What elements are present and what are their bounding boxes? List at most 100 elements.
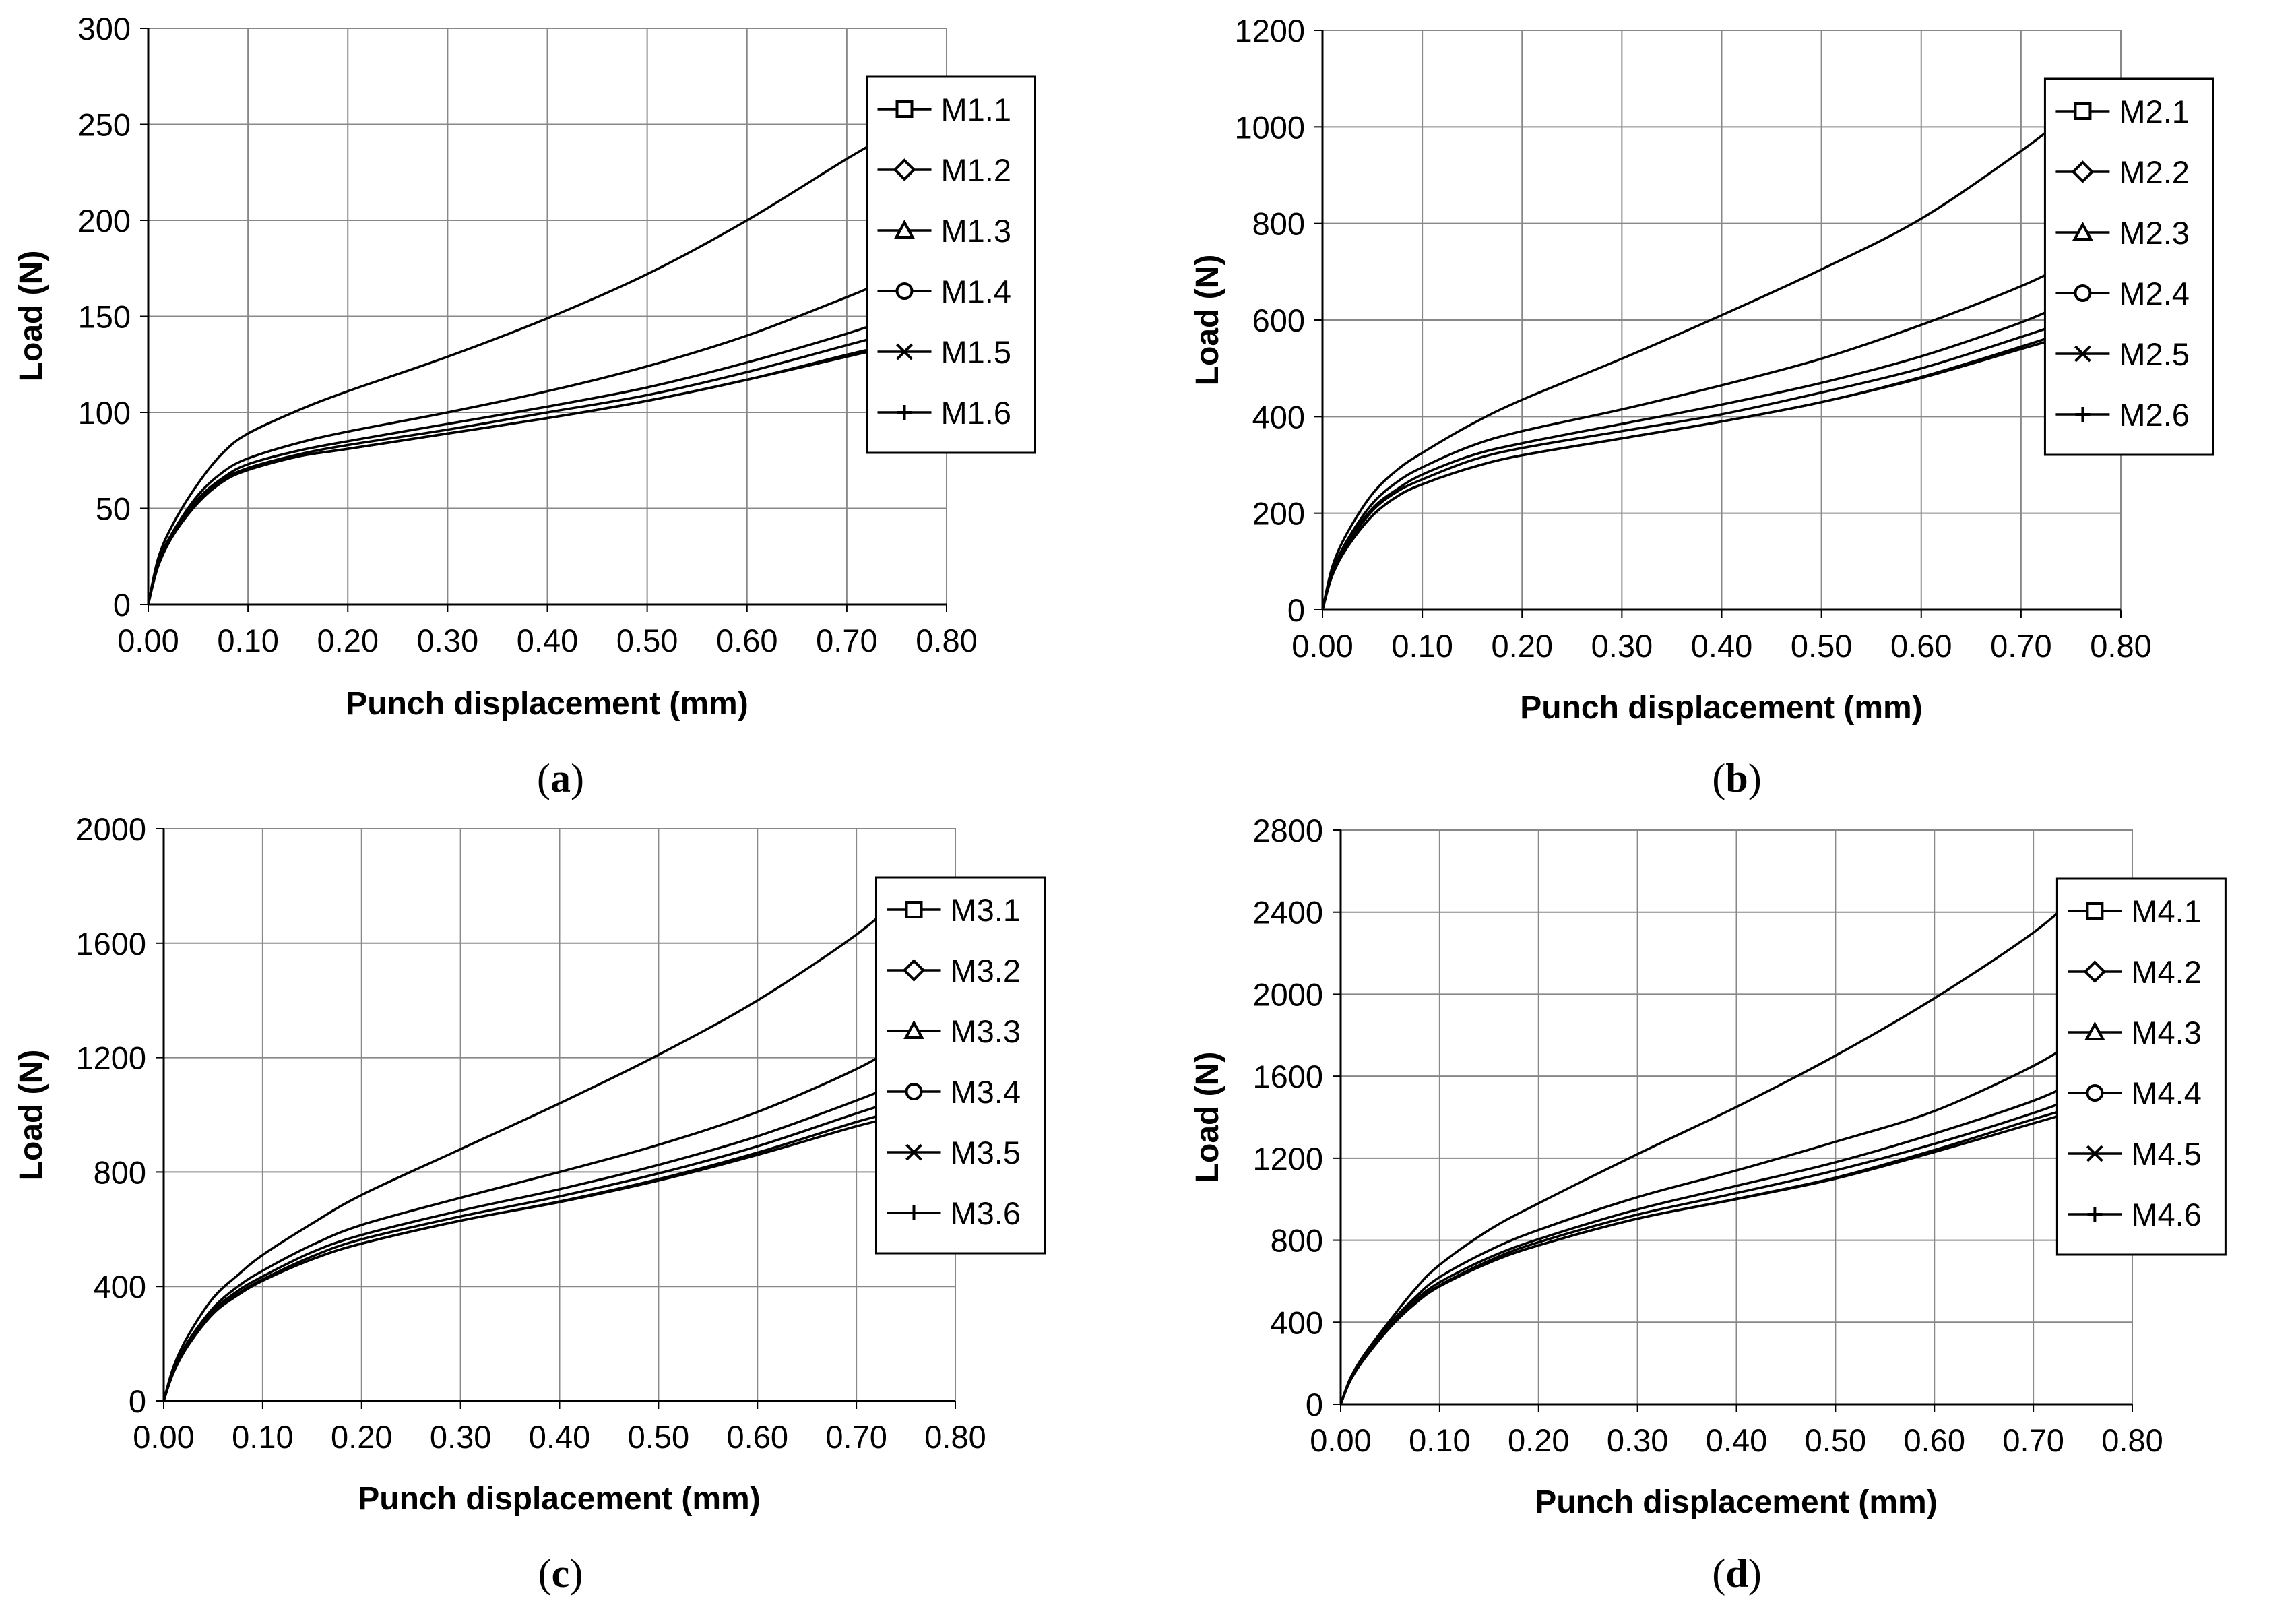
legend-label: M3.6 xyxy=(951,1195,1021,1231)
legend-marker-M4.3 xyxy=(2084,1021,2105,1040)
y-tick-label: 100 xyxy=(78,395,131,431)
x-tick-label: 0.00 xyxy=(133,1419,194,1455)
series-line-M4.1 xyxy=(1339,888,2084,1405)
legend-d: M4.1 M4.2 M4.3 M4.4 M4.5 M4.6 xyxy=(2055,877,2227,1256)
x-tick-label: 0.10 xyxy=(232,1419,293,1455)
x-tick-label: 0.20 xyxy=(331,1419,392,1455)
legend-marker-M2.1 xyxy=(2074,102,2092,120)
legend-marker-M2.6 xyxy=(2075,407,2091,422)
legend-label: M1.3 xyxy=(941,213,1012,249)
y-tick-label: 2800 xyxy=(1252,813,1323,848)
y-tick-label: 400 xyxy=(1271,1305,1323,1340)
legend-box xyxy=(2043,77,2214,456)
legend-a: M1.1 M1.2 M1.3 M1.4 M1.5 M1.6 xyxy=(866,75,1036,454)
series-line-M2.2 xyxy=(1321,261,2072,610)
legend-label: M2.6 xyxy=(2119,397,2190,433)
y-tick-label: 1200 xyxy=(1234,13,1305,49)
caption-a: (a) xyxy=(537,756,584,800)
x-tick-label: 0.60 xyxy=(1904,1422,1965,1458)
legend-label: M1.6 xyxy=(941,395,1012,431)
legend-label: M1.1 xyxy=(941,92,1012,127)
x-tick-label: 0.00 xyxy=(1310,1422,1371,1458)
legend-label: M4.4 xyxy=(2131,1075,2202,1111)
x-tick-label: 0.60 xyxy=(727,1419,788,1455)
y-axis-label-c: Load (N) xyxy=(13,1050,49,1181)
y-tick-label: 50 xyxy=(96,491,131,527)
x-tick-label: 0.30 xyxy=(417,623,478,658)
legend-label: M1.5 xyxy=(941,334,1012,370)
y-tick-label: 200 xyxy=(1252,496,1305,532)
x-tick-label: 0.80 xyxy=(2101,1422,2163,1458)
legend-box xyxy=(875,876,1046,1255)
x-tick-label: 0.20 xyxy=(1492,628,1553,664)
x-tick-label: 0.70 xyxy=(2002,1422,2064,1458)
y-tick-label: 600 xyxy=(1252,303,1305,338)
legend-box xyxy=(2055,877,2227,1256)
x-axis-label-d: Punch displacement (mm) xyxy=(1535,1484,1937,1520)
legend-marker-M3.5 xyxy=(905,1143,922,1161)
series-line-M2.3 xyxy=(1321,299,2072,610)
legend-label: M4.3 xyxy=(2131,1015,2202,1050)
legend-marker-M2.5 xyxy=(2074,345,2091,363)
x-tick-label: 0.30 xyxy=(1607,1422,1668,1458)
legend-box xyxy=(866,75,1036,454)
x-tick-label: 0.80 xyxy=(916,623,977,658)
series-line-M3.1 xyxy=(162,891,907,1402)
y-tick-label: 1600 xyxy=(1252,1059,1323,1094)
legend-marker-M3.3 xyxy=(903,1019,924,1039)
y-tick-label: 400 xyxy=(94,1269,146,1305)
series-line-M2.4 xyxy=(1321,319,2072,610)
y-tick-label: 0 xyxy=(1287,592,1305,628)
legend-label: M2.4 xyxy=(2119,276,2190,311)
x-tick-label: 0.60 xyxy=(716,623,777,658)
legend-label: M3.5 xyxy=(951,1135,1021,1170)
panel-c: 0.00 0.10 0.20 0.30 0.40 0.50 0.60 0.70 0.80 0 400… xyxy=(13,811,1046,1517)
panel-b: 0.00 0.10 0.20 0.30 0.40 0.50 0.60 0.70 0.80 0 200… xyxy=(1190,13,2214,726)
legend-label: M4.6 xyxy=(2131,1197,2202,1232)
x-axis-label-a: Punch displacement (mm) xyxy=(346,686,748,722)
caption-d: (d) xyxy=(1712,1551,1761,1596)
legend-marker-M1.5 xyxy=(896,343,913,360)
x-tick-label: 0.70 xyxy=(1990,628,2051,664)
y-tick-label: 800 xyxy=(1271,1223,1323,1259)
legend-label: M2.3 xyxy=(2119,215,2190,251)
y-tick-label: 800 xyxy=(1252,206,1305,242)
legend-label: M1.4 xyxy=(941,274,1012,309)
legend-marker-M3.1 xyxy=(905,901,923,918)
legend-marker-M1.4 xyxy=(895,282,914,300)
x-tick-label: 0.10 xyxy=(1391,628,1453,664)
legend-marker-M4.6 xyxy=(2087,1207,2103,1222)
y-tick-label: 400 xyxy=(1252,399,1305,435)
x-tick-label: 0.40 xyxy=(1706,1422,1767,1458)
x-tick-label: 0.50 xyxy=(1791,628,1852,664)
x-tick-label: 0.50 xyxy=(1805,1422,1866,1458)
y-tick-label: 150 xyxy=(78,299,131,335)
y-tick-label: 250 xyxy=(78,107,131,143)
x-tick-label: 0.40 xyxy=(517,623,578,658)
x-tick-label: 0.20 xyxy=(317,623,379,658)
legend-label: M4.1 xyxy=(2131,893,2202,929)
legend-label: M2.5 xyxy=(2119,336,2190,372)
y-axis-label-b: Load (N) xyxy=(1190,255,1225,386)
legend-label: M2.2 xyxy=(2119,154,2190,190)
series-line-M4.6 xyxy=(1339,1104,2084,1405)
x-tick-label: 0.70 xyxy=(816,623,877,658)
y-tick-label: 0 xyxy=(129,1383,146,1419)
x-tick-label: 0.40 xyxy=(529,1419,590,1455)
y-tick-label: 1200 xyxy=(75,1040,146,1076)
x-axis-label-b: Punch displacement (mm) xyxy=(1520,690,1922,726)
x-tick-label: 0.00 xyxy=(117,623,179,658)
legend-marker-M2.2 xyxy=(2071,160,2095,183)
y-tick-label: 2400 xyxy=(1252,895,1323,931)
y-tick-label: 0 xyxy=(1306,1387,1323,1422)
x-tick-label: 0.50 xyxy=(616,623,678,658)
y-tick-label: 1600 xyxy=(75,926,146,962)
x-tick-label: 0.80 xyxy=(924,1419,986,1455)
x-tick-label: 0.60 xyxy=(1890,628,1952,664)
legend-label: M3.1 xyxy=(951,892,1021,928)
y-tick-label: 0 xyxy=(113,587,131,623)
legend-marker-M3.4 xyxy=(905,1083,923,1100)
panel-a: 0.00 0.10 0.20 0.30 0.40 0.50 0.60 0.70 0.80 0 50 1… xyxy=(13,11,1036,722)
legend-label: M3.2 xyxy=(951,953,1021,988)
